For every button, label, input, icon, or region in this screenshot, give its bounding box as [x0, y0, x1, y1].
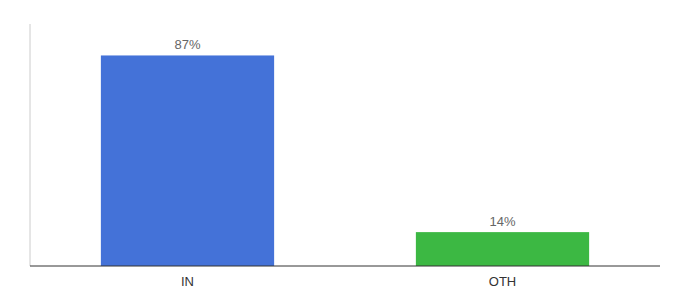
data-label: 87%	[174, 37, 200, 52]
chart-container: 87% 14% IN OTH	[0, 0, 680, 300]
plot-area: 87% 14% IN OTH	[30, 24, 660, 289]
x-tick-label: OTH	[489, 274, 516, 289]
bars	[101, 55, 589, 266]
data-label: 14%	[489, 214, 515, 229]
chart-svg: 87% 14% IN OTH	[0, 0, 680, 300]
x-tick-label: IN	[181, 274, 194, 289]
bar	[101, 55, 274, 266]
y-axis-line	[30, 24, 31, 266]
x-axis-line	[30, 266, 660, 267]
bar	[416, 232, 589, 266]
